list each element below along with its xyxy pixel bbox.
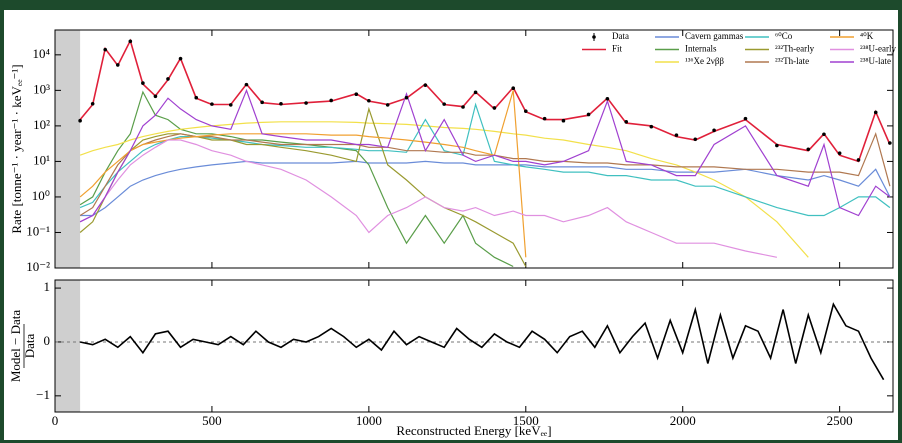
x-tick-label: 0 xyxy=(52,413,59,428)
y-tick-label: 0 xyxy=(44,333,51,348)
x-tick-label: 1500 xyxy=(513,413,539,428)
data-point xyxy=(423,83,428,87)
data-point xyxy=(822,132,826,137)
y-axis-label: Rate [tonne⁻¹ · year⁻¹ · keVₑₑ⁻¹] xyxy=(9,64,24,233)
data-point xyxy=(856,158,861,162)
plot-frame xyxy=(54,29,894,269)
residual-y-label: Model − Data Data xyxy=(8,310,37,383)
y-tick-label: −1 xyxy=(36,387,50,402)
x-tick-label: 2000 xyxy=(670,413,696,428)
y-tick-label: 10² xyxy=(33,117,50,132)
x-tick-label: 1000 xyxy=(356,413,382,428)
series-line xyxy=(79,90,527,258)
data-point xyxy=(473,90,478,95)
y-tick-label: 10⁻² xyxy=(26,259,50,274)
data-point xyxy=(244,82,249,87)
y-label-denominator: Data xyxy=(22,334,37,359)
data-point xyxy=(304,101,308,105)
plot-area xyxy=(78,38,892,268)
data-point xyxy=(461,105,465,109)
data-point xyxy=(775,143,779,148)
legend-label: ²³²Th-early xyxy=(775,44,815,54)
data-point xyxy=(873,110,878,115)
data-point xyxy=(385,103,390,107)
data-point xyxy=(178,56,183,61)
data-point xyxy=(279,101,283,106)
data-point xyxy=(210,102,214,106)
series-line xyxy=(79,88,891,223)
data-point xyxy=(712,128,716,133)
data-point xyxy=(674,133,679,137)
series-line xyxy=(79,139,778,258)
y-tick-label: 1 xyxy=(44,279,51,294)
data-point xyxy=(141,81,145,85)
legend-marker xyxy=(592,35,596,39)
data-point xyxy=(492,106,497,110)
legend-label: Data xyxy=(612,31,629,41)
data-point xyxy=(153,94,158,99)
data-point xyxy=(649,124,654,129)
panel-background xyxy=(4,10,898,440)
data-point xyxy=(511,86,516,91)
data-point xyxy=(260,100,264,105)
data-point xyxy=(194,95,199,100)
data-point xyxy=(743,116,748,121)
y-tick-label: 10⁻¹ xyxy=(26,223,50,238)
x-tick-label: 500 xyxy=(202,413,222,428)
data-point xyxy=(806,147,811,152)
spectrum-panel: 10⁻² 10⁻¹ 10⁰ 10¹ 10² 10³ 10⁴ Data Fit Cavern gam… xyxy=(26,29,897,274)
y-tick-label: 10³ xyxy=(33,81,50,96)
legend-label: ⁶⁰Co xyxy=(775,31,793,41)
series-line xyxy=(79,106,527,267)
legend-label: ⁴⁰K xyxy=(860,31,874,41)
data-point xyxy=(90,101,95,106)
y-tick-label: 10⁰ xyxy=(32,188,50,203)
legend-label: ²³⁸U-early xyxy=(860,44,897,54)
legend-label: ²³²Th-late xyxy=(775,56,809,66)
legend-label: ²³⁸U-late xyxy=(860,56,891,66)
data-point xyxy=(888,141,892,145)
legend-label: Internals xyxy=(685,44,717,54)
x-axis-label: Reconstructed Energy [keVₑₑ] xyxy=(396,423,551,438)
data-point xyxy=(586,112,591,117)
data-point xyxy=(624,120,629,124)
legend-label: ¹³⁶Xe 2νββ xyxy=(685,56,724,66)
y-tick-label: 10⁴ xyxy=(32,46,50,61)
residual-line xyxy=(79,302,885,381)
data-point xyxy=(404,95,409,100)
legend-label: Fit xyxy=(612,44,623,54)
data-point xyxy=(354,92,359,96)
data-point xyxy=(128,39,133,44)
data-point xyxy=(442,102,446,106)
data-point xyxy=(115,63,120,67)
series-line xyxy=(80,160,891,217)
y-tick-label: 10¹ xyxy=(33,152,50,167)
data-point xyxy=(542,116,547,121)
plot-area xyxy=(55,302,893,381)
series-line xyxy=(79,121,809,258)
excluded-region xyxy=(55,280,81,412)
excluded-region xyxy=(55,30,81,268)
data-point xyxy=(166,77,170,81)
data-point xyxy=(78,118,82,123)
series-line xyxy=(79,131,891,217)
data-point xyxy=(605,96,610,101)
y-label-numerator: Model − Data xyxy=(8,310,23,383)
legend-label: Cavern gammas xyxy=(685,31,744,41)
data-point xyxy=(523,109,528,113)
data-point xyxy=(837,151,842,156)
data-point xyxy=(367,98,371,103)
x-tick-label: 2500 xyxy=(827,413,853,428)
data-point xyxy=(228,103,233,107)
plot-frame xyxy=(54,279,894,413)
data-point xyxy=(561,118,566,123)
data-point xyxy=(693,137,698,142)
data-point xyxy=(103,47,108,52)
data-point xyxy=(329,98,333,103)
series-line xyxy=(79,90,514,268)
